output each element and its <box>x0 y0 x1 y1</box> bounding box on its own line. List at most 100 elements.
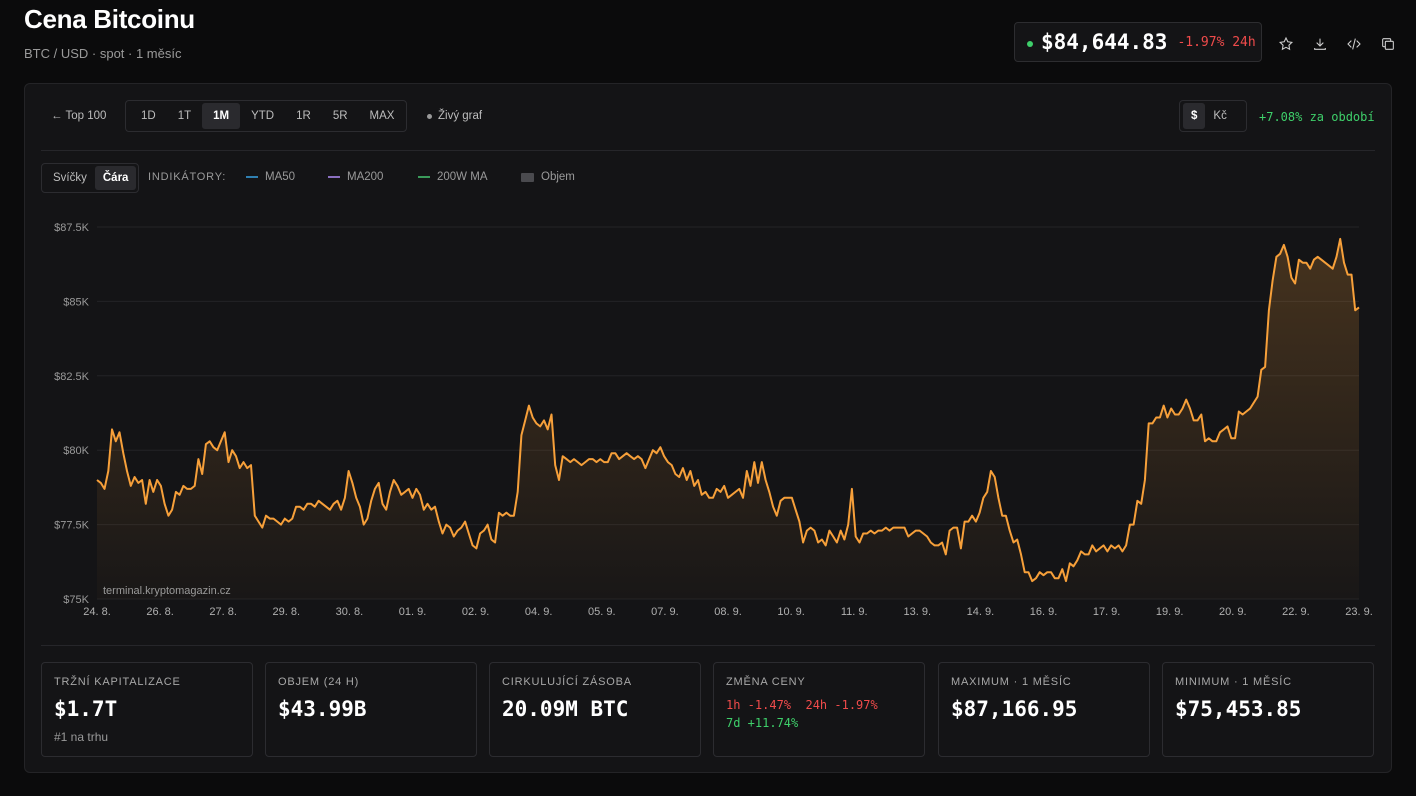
mode-candles-button[interactable]: Svíčky <box>53 172 87 184</box>
stat-sub: #1 na trhu <box>54 730 109 744</box>
ma200-swatch <box>328 176 340 178</box>
stat-value: $75,453.85 <box>1175 697 1302 721</box>
top-actions <box>1276 34 1398 54</box>
time-range-selector: 1D 1T 1M YTD 1R 5R MAX <box>125 100 407 132</box>
period-change: +7.08% za období <box>1259 110 1375 124</box>
change-7d: 7d +11.74% <box>726 716 799 730</box>
x-tick-label: 29. 8. <box>273 606 301 618</box>
indicators-label: INDIKÁTORY: <box>148 171 227 183</box>
y-tick-label: $80K <box>63 445 89 457</box>
y-axis: $87.5K $85K $82.5K $80K $77.5K $75K <box>54 222 90 606</box>
y-tick-label: $77.5K <box>54 520 90 532</box>
x-tick-label: 14. 9. <box>967 606 995 618</box>
live-graph-label: Živý graf <box>438 110 483 122</box>
x-tick-label: 30. 8. <box>336 606 364 618</box>
price-area-fill <box>97 238 1359 599</box>
watermark: terminal.kryptomagazin.cz <box>103 585 231 597</box>
stat-price-change: ZMĚNA CENY 1h -1.47% 24h -1.97% 7d +11.7… <box>713 662 925 757</box>
range-max-button[interactable]: MAX <box>369 110 395 122</box>
x-tick-label: 20. 9. <box>1219 606 1247 618</box>
x-tick-label: 11. 9. <box>841 606 868 618</box>
divider <box>41 645 1375 646</box>
x-tick-label: 26. 8. <box>146 606 174 618</box>
x-tick-label: 02. 9. <box>462 606 490 618</box>
ma50-swatch <box>246 176 258 178</box>
change-24h: 24h -1.97% <box>805 698 878 712</box>
y-tick-label: $87.5K <box>54 222 90 234</box>
live-price-box: $84,644.83 -1.97% 24h <box>1014 22 1262 62</box>
x-tick-label: 10. 9. <box>777 606 805 618</box>
stat-value: 20.09M BTC <box>502 697 629 721</box>
x-axis: 24. 8. 26. 8. 27. 8. 29. 8. 30. 8. 01. 9. 02. … <box>83 606 1373 618</box>
y-tick-label: $82.5K <box>54 371 90 383</box>
x-tick-label: 24. 8. <box>83 606 111 618</box>
stat-min-1m: MINIMUM · 1 MĚSÍC $75,453.85 <box>1162 662 1374 757</box>
embed-code-icon[interactable] <box>1344 34 1364 54</box>
x-tick-label: 19. 9. <box>1156 606 1184 618</box>
live-graph-dot-icon <box>427 113 432 119</box>
x-tick-label: 08. 9. <box>714 606 742 618</box>
x-tick-label: 23. 9. <box>1345 606 1373 618</box>
stat-label: TRŽNÍ KAPITALIZACE <box>54 676 181 688</box>
x-tick-label: 17. 9. <box>1093 606 1121 618</box>
stat-label: OBJEM (24 H) <box>278 676 360 688</box>
x-tick-label: 16. 9. <box>1030 606 1058 618</box>
ma200w-swatch <box>418 176 430 178</box>
copy-icon[interactable] <box>1378 34 1398 54</box>
range-1t-button[interactable]: 1T <box>177 110 192 122</box>
x-tick-label: 27. 8. <box>209 606 237 618</box>
current-price: $84,644.83 <box>1041 30 1168 54</box>
chart-mode-selector: Svíčky Čára <box>41 163 139 193</box>
indicator-ma50-toggle[interactable]: MA50 <box>246 171 295 183</box>
y-tick-label: $75K <box>63 594 89 606</box>
x-tick-label: 04. 9. <box>525 606 553 618</box>
price-chart[interactable]: $87.5K $85K $82.5K $80K $77.5K $75K terminal.… <box>25 84 1391 644</box>
stat-value: $1.7T <box>54 697 118 721</box>
currency-selector: $ Kč <box>1179 100 1247 132</box>
x-tick-label: 07. 9. <box>651 606 679 618</box>
stat-value: $43.99B <box>278 697 367 721</box>
stat-label: MAXIMUM · 1 MĚSÍC <box>951 676 1072 688</box>
page-title: Cena Bitcoinu <box>24 4 195 34</box>
volume-swatch <box>521 172 534 182</box>
indicator-200w-ma-toggle[interactable]: 200W MA <box>418 171 488 183</box>
currency-czk-button[interactable]: Kč <box>1213 110 1227 122</box>
stat-label: ZMĚNA CENY <box>726 676 806 688</box>
live-graph-toggle[interactable]: Živý graf <box>427 110 482 122</box>
indicator-ma200-label: MA200 <box>347 171 384 183</box>
stat-max-1m: MAXIMUM · 1 MĚSÍC $87,166.95 <box>938 662 1150 757</box>
currency-usd-button[interactable]: $ <box>1183 103 1206 129</box>
indicator-200w-ma-label: 200W MA <box>437 171 488 183</box>
x-tick-label: 13. 9. <box>904 606 932 618</box>
range-5r-button[interactable]: 5R <box>332 110 348 122</box>
indicator-volume-label: Objem <box>541 171 575 183</box>
chart-panel: ← Top 100 1D 1T 1M YTD 1R 5R MAX Živý gr… <box>24 83 1392 773</box>
back-to-top100-link[interactable]: ← Top 100 <box>51 110 107 122</box>
x-tick-label: 22. 9. <box>1282 606 1310 618</box>
x-tick-label: 05. 9. <box>588 606 616 618</box>
indicator-ma200-toggle[interactable]: MA200 <box>328 171 383 183</box>
stat-circulating-supply: CIRKULUJÍCÍ ZÁSOBA 20.09M BTC <box>489 662 701 757</box>
range-1r-button[interactable]: 1R <box>296 110 311 122</box>
indicator-ma50-label: MA50 <box>265 171 296 183</box>
stat-volume-24h: OBJEM (24 H) $43.99B <box>265 662 477 757</box>
price-line-series <box>96 237 1360 583</box>
stat-value: $87,166.95 <box>951 697 1078 721</box>
stat-label: MINIMUM · 1 MĚSÍC <box>1175 676 1292 688</box>
range-1m-button[interactable]: 1M <box>202 103 241 129</box>
page-subtitle: BTC / USD · spot · 1 měsíc <box>24 46 182 61</box>
change-1h: 1h -1.47% <box>726 698 792 712</box>
range-1d-button[interactable]: 1D <box>141 110 156 122</box>
price-change-24h: -1.97% 24h <box>1177 34 1256 50</box>
divider <box>41 150 1375 151</box>
indicator-volume-toggle[interactable]: Objem <box>521 171 575 183</box>
y-tick-label: $85K <box>63 296 89 308</box>
stat-label: CIRKULUJÍCÍ ZÁSOBA <box>502 676 632 688</box>
x-tick-label: 01. 9. <box>399 606 427 618</box>
live-indicator-dot <box>1027 41 1033 47</box>
mode-line-button[interactable]: Čára <box>94 166 137 190</box>
stat-market-cap: TRŽNÍ KAPITALIZACE $1.7T #1 na trhu <box>41 662 253 757</box>
download-icon[interactable] <box>1310 34 1330 54</box>
star-icon[interactable] <box>1276 34 1296 54</box>
range-ytd-button[interactable]: YTD <box>251 110 275 122</box>
